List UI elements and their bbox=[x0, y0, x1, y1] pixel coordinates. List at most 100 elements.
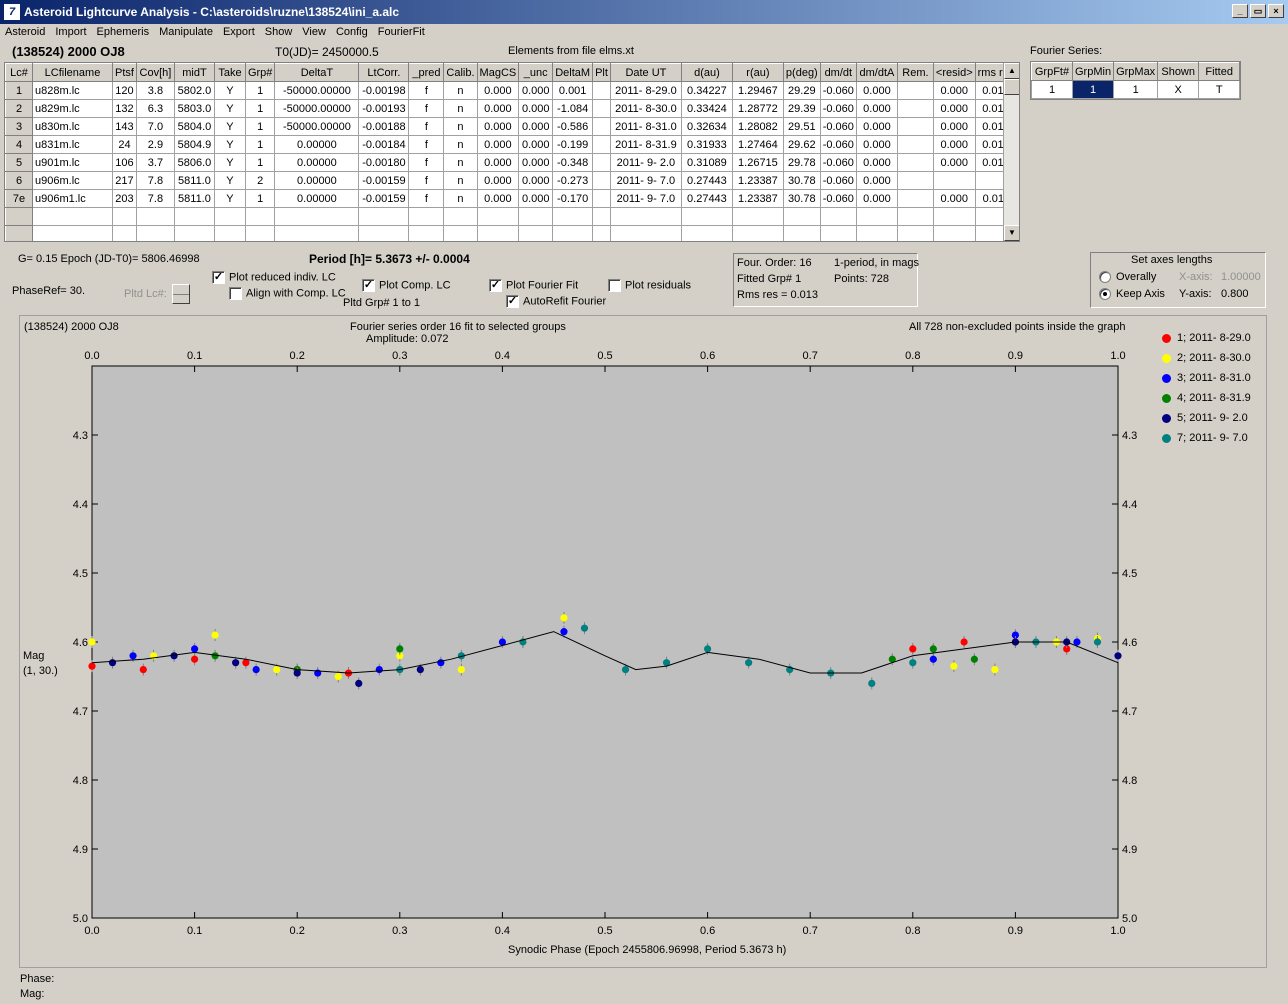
table-cell[interactable]: 0.00000 bbox=[274, 189, 360, 208]
table-cell[interactable]: 0.27443 bbox=[680, 171, 733, 190]
table-cell[interactable]: u828m.lc bbox=[32, 81, 113, 100]
lightcurve-chart[interactable]: 0.0 0.0 0.1 0.1 0.2 0.2 0.3 0.3 0.4 0.4 0.5 0.5 0.6 0… bbox=[20, 316, 1268, 969]
table-cell[interactable]: u829m.lc bbox=[32, 99, 113, 118]
table-cell[interactable]: 1 bbox=[244, 189, 276, 208]
table-cell[interactable]: -0.060 bbox=[819, 117, 857, 136]
table-cell[interactable] bbox=[244, 207, 276, 226]
table-cell[interactable] bbox=[592, 207, 611, 226]
table-cell[interactable]: 0.000 bbox=[932, 81, 976, 100]
table-cell[interactable]: 0.000 bbox=[855, 171, 898, 190]
row-header[interactable]: 6 bbox=[5, 171, 33, 190]
table-cell[interactable]: 132 bbox=[112, 99, 137, 118]
table-cell[interactable]: u831m.lc bbox=[32, 135, 113, 154]
table-cell[interactable]: u906m.lc bbox=[32, 171, 113, 190]
column-header[interactable]: Take bbox=[213, 63, 246, 82]
table-cell[interactable]: 1 bbox=[244, 81, 276, 100]
table-cell[interactable]: n bbox=[443, 189, 478, 208]
column-header[interactable]: Lc# bbox=[5, 63, 33, 82]
table-cell[interactable]: 5804.0 bbox=[173, 117, 215, 136]
table-cell[interactable]: 0.00000 bbox=[274, 153, 360, 172]
table-cell[interactable]: 0.000 bbox=[518, 117, 554, 136]
row-header[interactable]: 5 bbox=[5, 153, 33, 172]
table-cell[interactable]: 2 bbox=[244, 171, 276, 190]
menu-import[interactable]: Import bbox=[55, 26, 87, 38]
table-cell[interactable]: 29.51 bbox=[782, 117, 821, 136]
table-cell[interactable] bbox=[408, 225, 445, 241]
table-cell[interactable]: 0.32634 bbox=[680, 117, 733, 136]
column-header[interactable]: Grp# bbox=[244, 63, 276, 82]
row-header[interactable] bbox=[5, 207, 33, 226]
column-header[interactable]: dm/dtA bbox=[855, 63, 898, 82]
table-cell[interactable] bbox=[552, 225, 594, 241]
table-cell[interactable]: 1.23387 bbox=[731, 171, 784, 190]
table-cell[interactable] bbox=[552, 207, 594, 226]
menu-config[interactable]: Config bbox=[335, 26, 368, 38]
table-cell[interactable]: 0.000 bbox=[932, 99, 976, 118]
table-cell[interactable] bbox=[213, 225, 246, 241]
table-cell[interactable]: 1 bbox=[244, 99, 276, 118]
table-cell[interactable] bbox=[782, 207, 821, 226]
overally-radio[interactable]: Overally bbox=[1099, 271, 1156, 284]
table-cell[interactable]: 1 bbox=[244, 153, 276, 172]
row-header[interactable]: 7e bbox=[5, 189, 33, 208]
table-cell[interactable]: 2.9 bbox=[135, 135, 175, 154]
menu-ephemeris[interactable]: Ephemeris bbox=[96, 26, 150, 38]
table-cell[interactable]: 0.000 bbox=[932, 135, 976, 154]
table-cell[interactable]: 2011- 8-31.9 bbox=[609, 135, 682, 154]
table-cell[interactable] bbox=[680, 207, 733, 226]
table-cell[interactable]: Y bbox=[213, 81, 246, 100]
align-comp-checkbox[interactable]: Align with Comp. LC bbox=[229, 287, 346, 300]
table-cell[interactable]: 5806.0 bbox=[173, 153, 215, 172]
table-cell[interactable] bbox=[32, 207, 113, 226]
x-axis-value[interactable]: 1.00000 bbox=[1221, 271, 1261, 283]
table-cell[interactable]: n bbox=[443, 117, 478, 136]
pltd-lc-spinner[interactable] bbox=[172, 284, 190, 304]
checkbox-icon[interactable]: ✓ bbox=[212, 271, 225, 284]
column-header[interactable]: Cov[h] bbox=[135, 63, 175, 82]
scroll-thumb[interactable] bbox=[1004, 79, 1019, 95]
table-cell[interactable]: 0.000 bbox=[518, 99, 554, 118]
table-cell[interactable]: n bbox=[443, 81, 478, 100]
column-header[interactable]: Ptsf bbox=[112, 63, 137, 82]
table-cell[interactable]: 1.27464 bbox=[731, 135, 784, 154]
radio-icon[interactable] bbox=[1099, 288, 1111, 301]
table-cell[interactable]: 1.28772 bbox=[731, 99, 784, 118]
table-cell[interactable]: 30.78 bbox=[782, 171, 821, 190]
table-cell[interactable] bbox=[476, 207, 520, 226]
table-cell[interactable]: -50000.00000 bbox=[274, 117, 360, 136]
table-cell[interactable] bbox=[358, 225, 410, 241]
table-cell[interactable]: -0.586 bbox=[552, 117, 594, 136]
table-cell[interactable] bbox=[592, 153, 611, 172]
table-cell[interactable] bbox=[592, 99, 611, 118]
table-cell[interactable] bbox=[274, 207, 360, 226]
table-cell[interactable]: 0.000 bbox=[518, 189, 554, 208]
table-cell[interactable] bbox=[244, 225, 276, 241]
table-cell[interactable]: 3.8 bbox=[135, 81, 175, 100]
table-cell[interactable] bbox=[731, 225, 784, 241]
table-cell[interactable] bbox=[896, 225, 934, 241]
table-row[interactable]: 6 u906m.lc 217 7.8 5811.0 Y 2 0.00000 -0.00159 f n… bbox=[5, 171, 1018, 190]
table-scrollbar[interactable]: ▲ ▼ bbox=[1003, 63, 1019, 241]
table-cell[interactable]: 1.28082 bbox=[731, 117, 784, 136]
table-cell[interactable]: Y bbox=[213, 117, 246, 136]
column-header[interactable]: <resid> bbox=[932, 63, 976, 82]
close-button[interactable]: × bbox=[1268, 4, 1284, 18]
table-cell[interactable] bbox=[518, 207, 554, 226]
plot-comp-checkbox[interactable]: ✓ Plot Comp. LC bbox=[362, 279, 451, 292]
table-cell[interactable]: -0.060 bbox=[819, 81, 857, 100]
table-cell[interactable]: -50000.00000 bbox=[274, 81, 360, 100]
table-row[interactable]: 7e u906m1.lc 203 7.8 5811.0 Y 1 0.00000 -0.00159… bbox=[5, 189, 1018, 208]
menu-asteroid[interactable]: Asteroid bbox=[5, 26, 46, 38]
table-row[interactable] bbox=[5, 225, 1018, 241]
column-header[interactable]: DeltaT bbox=[274, 63, 360, 82]
autorefit-checkbox[interactable]: ✓ AutoRefit Fourier bbox=[506, 295, 606, 308]
table-cell[interactable]: 0.000 bbox=[476, 189, 520, 208]
table-cell[interactable] bbox=[592, 117, 611, 136]
column-header[interactable]: _pred bbox=[408, 63, 445, 82]
table-cell[interactable]: f bbox=[408, 189, 445, 208]
lightcurve-table[interactable]: Lc# LCfilename Ptsf Cov[h] midT Take Grp# Delta… bbox=[4, 62, 1020, 242]
table-cell[interactable] bbox=[592, 135, 611, 154]
table-cell[interactable] bbox=[443, 207, 478, 226]
column-header[interactable]: p(deg) bbox=[782, 63, 821, 82]
